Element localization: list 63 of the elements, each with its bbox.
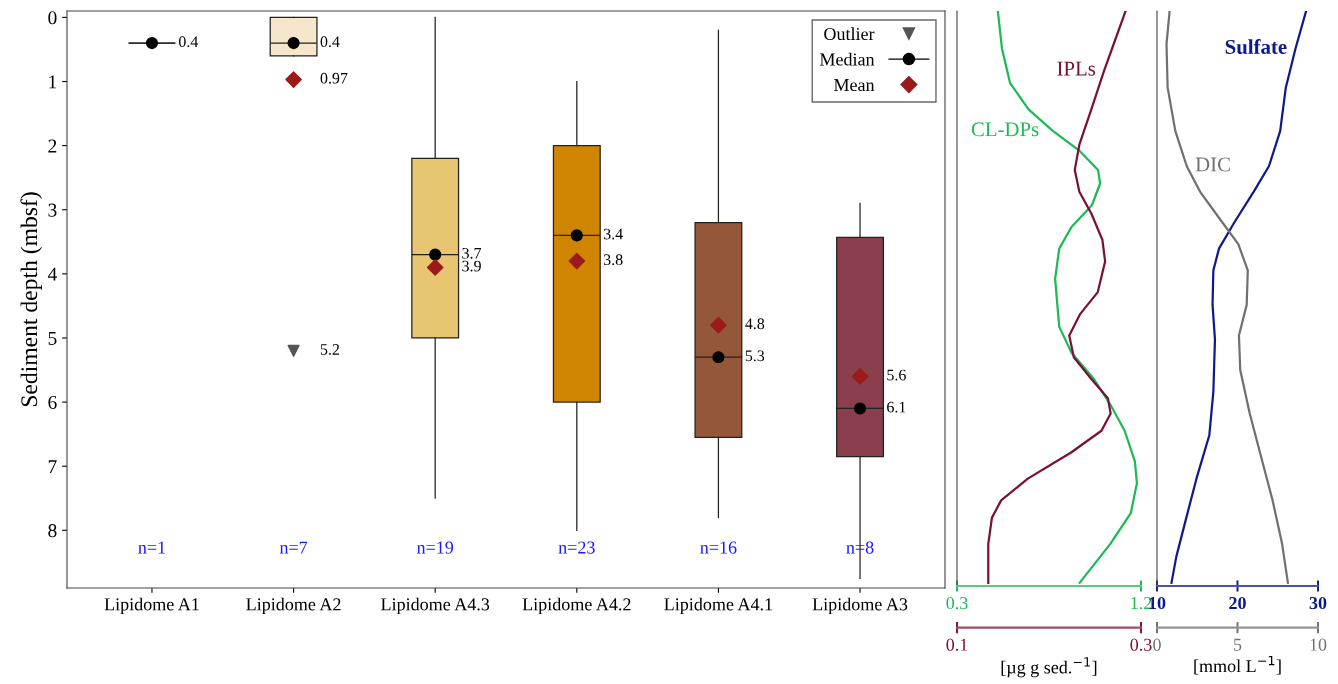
x2-tick-label: 5 (1234, 638, 1242, 651)
data-label: 3.4 (603, 228, 623, 240)
annotation: n=16 (700, 541, 737, 554)
legend-label: Mean (833, 79, 875, 92)
x2-axis-title: [mmol L$^{−1}$] (1194, 655, 1281, 675)
x2-tick-label: 10 (1310, 638, 1327, 651)
point (570, 229, 583, 242)
x-tick-label: Lipidome A1 (104, 597, 199, 615)
point (426, 259, 444, 276)
y-tick-label: 0 (48, 11, 57, 25)
y-tick-label: 8 (48, 524, 57, 538)
x-tick-label: 0.3 (946, 596, 968, 610)
y-tick-label: 1 (49, 75, 57, 89)
series-label: Sulfate (1225, 39, 1287, 54)
x2-tick-label: 0.1 (946, 638, 968, 651)
x-tick-label: Lipidome A4.3 (381, 597, 490, 615)
point (712, 351, 725, 364)
data-label: 3.9 (462, 260, 481, 272)
point (851, 368, 869, 385)
annotation: n=1 (138, 541, 165, 554)
x2-tick-label: 0.3 (1130, 638, 1152, 651)
data-label: 5.6 (887, 369, 906, 381)
x-tick-label: Lipidome A4.2 (522, 597, 631, 615)
point (285, 71, 302, 88)
y-tick-label: 2 (48, 139, 57, 153)
x-tick-label: 20 (1229, 596, 1246, 610)
series-label: IPLs (1057, 61, 1096, 76)
annotation: n=7 (279, 541, 308, 554)
y-tick-label: 5 (48, 331, 57, 345)
point (710, 316, 727, 334)
series-label: DIC (1195, 157, 1230, 172)
legend-label: Outlier (824, 27, 875, 41)
y-tick-label: 4 (47, 267, 57, 281)
series-label: CL-DPs (971, 122, 1039, 137)
data-label: 5.3 (745, 350, 765, 362)
y-tick-label: 3 (48, 203, 57, 217)
x-tick-label: Lipidome A3 (812, 597, 908, 615)
x-tick-label: 30 (1309, 596, 1327, 610)
point (429, 248, 442, 261)
y-axis-title: Sediment depth (mbsf) (20, 192, 42, 407)
data-label: 6.1 (887, 401, 906, 413)
point (853, 402, 867, 415)
data-label: 0.4 (320, 36, 340, 48)
x-tick-label: Lipidome A4.1 (664, 597, 772, 615)
x-tick-label: Lipidome A2 (246, 597, 341, 615)
data-label: 0.4 (178, 36, 199, 48)
point (287, 344, 300, 357)
data-label: 5.2 (320, 344, 340, 355)
data-label: 3.8 (603, 254, 623, 266)
annotation: n=23 (558, 541, 595, 554)
data-label: 3.7 (462, 247, 482, 259)
x2-axis-title: [µg g sed.$^{−1}$] (1001, 657, 1097, 678)
data-label: 4.8 (745, 318, 765, 330)
point (145, 36, 159, 50)
x-tick-label: 10 (1149, 596, 1166, 610)
annotation: n=19 (416, 541, 454, 554)
y-tick-label: 7 (48, 460, 57, 473)
x2-tick-label: 0 (1153, 638, 1161, 651)
point (568, 252, 586, 270)
data-label: 0.97 (320, 72, 348, 84)
legend-label: Median (819, 52, 875, 66)
y-tick-label: 6 (48, 395, 57, 410)
x-tick-label: 1.2 (1131, 596, 1152, 610)
